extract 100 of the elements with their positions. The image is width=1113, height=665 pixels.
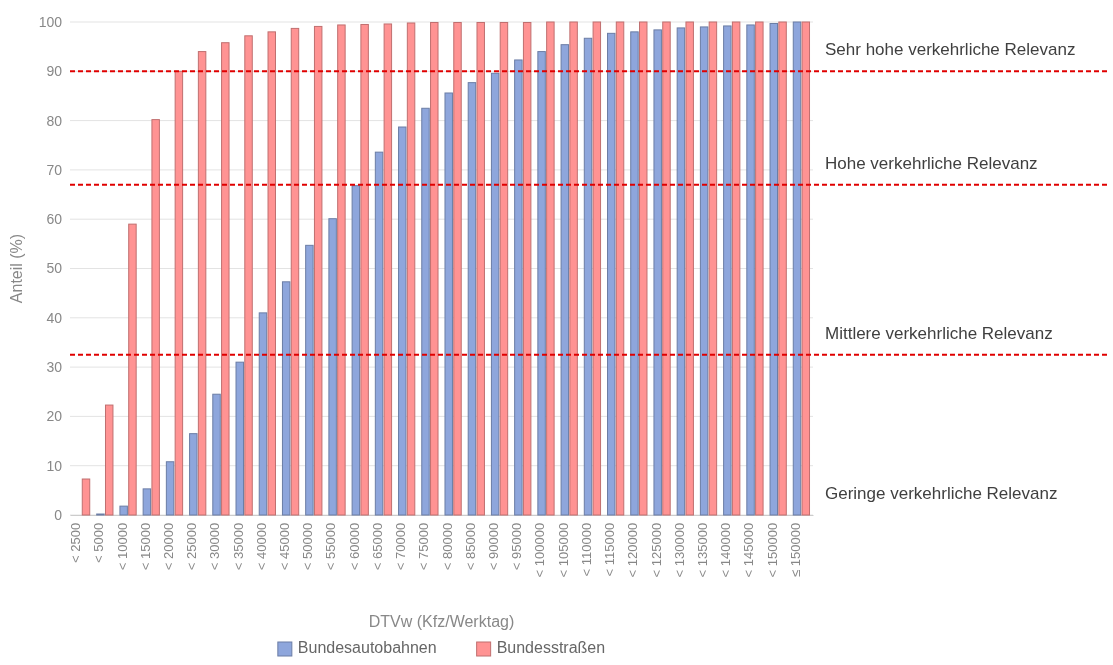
y-axis-title: Anteil (%) — [8, 233, 25, 304]
bar — [151, 119, 160, 516]
bar — [653, 29, 662, 516]
bar — [174, 70, 184, 516]
x-tick-label: < 25000 — [184, 522, 200, 571]
x-tick-label: < 135000 — [694, 522, 710, 578]
bar — [290, 27, 300, 516]
bar — [476, 21, 485, 516]
bar — [708, 21, 718, 516]
x-tick-label: < 40000 — [253, 522, 269, 571]
bar — [723, 25, 732, 516]
y-tick-label: 30 — [46, 359, 63, 376]
y-tick-label: 0 — [54, 506, 63, 523]
bar — [685, 21, 694, 516]
bar — [374, 151, 384, 516]
bar — [281, 281, 291, 516]
bar — [546, 21, 555, 516]
y-tick-label: 50 — [46, 260, 63, 277]
bar — [522, 21, 532, 516]
x-tick-label: < 85000 — [462, 522, 478, 571]
bar — [615, 21, 625, 516]
bar — [328, 218, 337, 516]
bar — [221, 42, 230, 516]
bar — [197, 51, 207, 516]
y-tick-label: 100 — [38, 13, 63, 30]
y-tick-label: 90 — [46, 63, 63, 80]
x-tick-label: < 75000 — [416, 522, 432, 571]
bar — [165, 461, 175, 516]
bar — [467, 82, 477, 516]
x-tick-label: < 10000 — [114, 522, 130, 571]
bar — [639, 21, 648, 516]
bar — [313, 25, 323, 516]
x-tick-label: < 130000 — [671, 522, 687, 578]
x-tick-label: < 80000 — [439, 522, 455, 571]
x-tick-label: < 15000 — [137, 522, 153, 571]
text: Hohe verkehrliche Relevanz — [825, 153, 1038, 173]
bar — [258, 312, 268, 516]
legend-label: Bundesautobahnen — [297, 639, 437, 656]
bar — [453, 21, 462, 516]
y-tick-label: 60 — [46, 211, 63, 228]
x-tick-label: < 55000 — [323, 522, 339, 571]
x-tick-label: < 150000 — [764, 522, 780, 578]
x-tick-label: ≤ 150000 — [787, 522, 803, 577]
bar — [746, 24, 755, 516]
bar — [769, 22, 779, 516]
text: Geringe verkehrliche Relevanz — [825, 483, 1058, 503]
bar — [778, 21, 787, 516]
bar — [676, 27, 686, 516]
x-tick-label: < 120000 — [625, 522, 641, 578]
x-tick-label: < 145000 — [741, 522, 757, 578]
text: Sehr hohe verkehrliche Relevanz — [825, 40, 1076, 60]
x-tick-label: < 70000 — [393, 522, 409, 571]
x-tick-label: < 125000 — [648, 522, 664, 578]
bar — [801, 21, 811, 516]
x-tick-label: < 45000 — [277, 522, 293, 571]
bar — [430, 21, 439, 516]
x-tick-label: < 90000 — [486, 522, 501, 571]
x-tick-label: < 95000 — [509, 522, 525, 571]
bar — [81, 478, 91, 516]
bar — [569, 21, 578, 516]
bar — [699, 26, 709, 516]
y-tick-label: 40 — [46, 309, 63, 326]
bar — [607, 32, 616, 516]
x-tick-label: < 140000 — [718, 522, 734, 578]
bar — [244, 35, 253, 516]
x-tick-label: < 20000 — [160, 522, 176, 571]
bar — [421, 107, 430, 516]
y-tick-label: 20 — [46, 408, 63, 425]
bar — [142, 488, 152, 516]
y-tick-label: 10 — [46, 457, 63, 474]
bar — [128, 223, 137, 516]
y-tick-label: 70 — [46, 161, 63, 178]
bar — [560, 44, 570, 516]
bar — [592, 21, 602, 516]
bar — [305, 244, 314, 516]
bar — [537, 51, 546, 516]
x-tick-label: < 115000 — [602, 522, 618, 577]
bar — [514, 59, 523, 516]
bar — [792, 21, 802, 516]
bar — [731, 21, 741, 516]
bar — [212, 393, 221, 516]
bar — [383, 23, 393, 516]
bar — [583, 37, 593, 516]
x-tick-label: < 2500 — [68, 522, 84, 563]
x-tick-label: < 65000 — [369, 522, 385, 571]
x-tick-label: < 110000 — [578, 522, 594, 577]
bar — [119, 505, 128, 516]
bar — [662, 21, 671, 516]
x-axis-title: DTVw (Kfz/Werktag) — [368, 613, 515, 630]
bar — [490, 72, 500, 516]
bar — [630, 31, 639, 516]
bar — [337, 24, 346, 516]
bar — [235, 361, 244, 516]
bar — [360, 23, 369, 516]
x-tick-label: < 60000 — [346, 522, 362, 571]
x-tick-label: < 100000 — [532, 522, 548, 578]
bar — [398, 126, 407, 516]
x-tick-label: < 105000 — [555, 522, 571, 578]
bar — [189, 433, 198, 516]
y-tick-label: 80 — [46, 112, 63, 129]
